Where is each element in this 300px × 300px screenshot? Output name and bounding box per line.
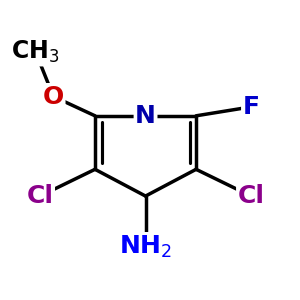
Text: Cl: Cl xyxy=(238,184,265,208)
Text: Cl: Cl xyxy=(26,184,53,208)
Text: NH$_2$: NH$_2$ xyxy=(119,233,172,260)
Text: F: F xyxy=(243,95,260,119)
Text: O: O xyxy=(43,85,64,109)
Text: CH$_3$: CH$_3$ xyxy=(11,39,60,65)
Text: N: N xyxy=(135,104,156,128)
